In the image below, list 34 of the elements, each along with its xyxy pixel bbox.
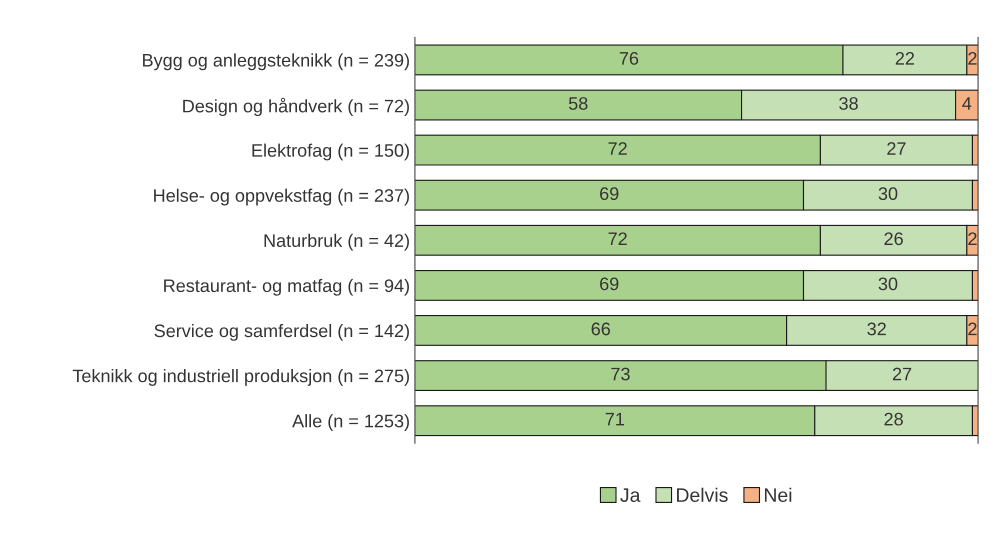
y-tick-label: Bygg og anleggsteknikk (n = 239) [143, 53, 409, 70]
data-label: 66 [592, 322, 610, 336]
data-label: 22 [896, 52, 914, 65]
y-tick-label: Helse- og oppvekstfag (n = 237) [154, 188, 409, 206]
data-label: 69 [600, 277, 618, 290]
y-tick-label: Teknikk og industriell produksjon (n = 275) [72, 369, 409, 386]
data-label: 71 [606, 412, 624, 426]
data-label: 72 [608, 232, 627, 245]
data-label: 27 [892, 368, 912, 380]
data-label: 58 [568, 97, 588, 110]
data-label: 2 [968, 232, 977, 245]
data-label: 28 [884, 412, 903, 426]
data-label: 2 [968, 52, 977, 65]
y-tick-label: Restaurant- og matfag (n = 94) [164, 278, 409, 296]
data-label: 32 [867, 322, 886, 336]
legend-label: Delvis [677, 488, 728, 502]
legend-label: Nei [764, 488, 792, 502]
data-label: 2 [968, 322, 977, 336]
data-label: 27 [887, 142, 906, 155]
data-label: 73 [611, 368, 630, 380]
data-label: 69 [600, 187, 618, 200]
data-label: 26 [884, 232, 903, 246]
data-label: 4 [962, 97, 972, 110]
y-tick-label: Service og samferdsel (n = 142) [154, 324, 409, 341]
y-tick-label: Alle (n = 1253) [292, 414, 409, 431]
data-label: 30 [878, 277, 898, 290]
y-tick-label: Design og håndverk (n = 72) [183, 98, 409, 116]
data-label: 76 [620, 52, 638, 65]
y-tick-label: Naturbruk (n = 42) [264, 234, 409, 251]
y-tick-label: Elektrofag (n = 150) [252, 144, 409, 160]
data-label: 38 [839, 97, 858, 110]
legend-label: Ja [620, 488, 640, 502]
data-label: 72 [608, 142, 627, 155]
data-label: 30 [878, 187, 898, 200]
